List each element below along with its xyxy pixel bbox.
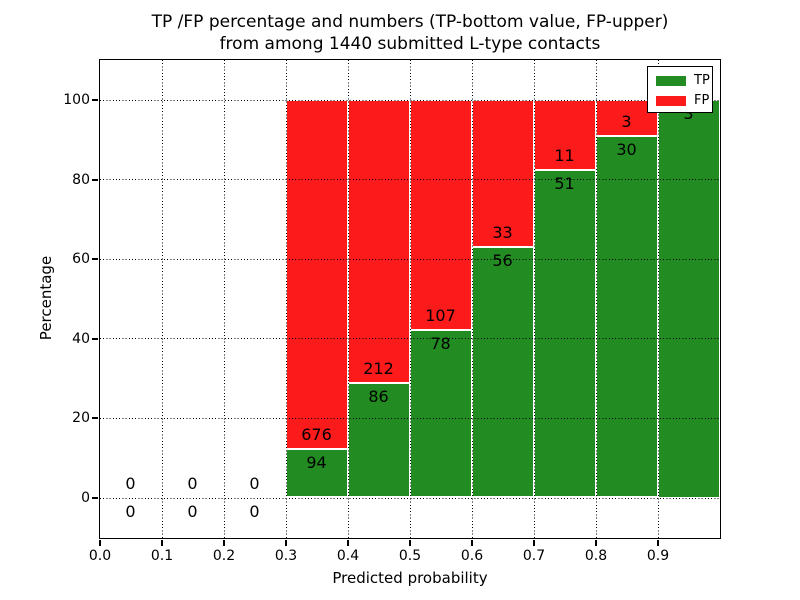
y-tick-label: 80 bbox=[72, 171, 90, 188]
fp-count-label: 107 bbox=[425, 305, 456, 325]
y-axis-tick bbox=[92, 417, 98, 420]
chart-title: TP /FP percentage and numbers (TP-bottom… bbox=[152, 11, 669, 55]
fp-count-label: 0 bbox=[187, 473, 198, 493]
vertical-gridline bbox=[285, 59, 287, 538]
tp-count-label: 0 bbox=[187, 501, 198, 521]
tp-count-label: 30 bbox=[616, 139, 637, 159]
x-tick-label: 0.6 bbox=[460, 548, 484, 564]
vertical-gridline bbox=[595, 59, 597, 538]
x-axis-tick bbox=[471, 540, 473, 546]
x-tick-label: 0.4 bbox=[336, 548, 360, 564]
horizontal-gridline bbox=[99, 338, 720, 340]
y-tick-label: 20 bbox=[72, 410, 90, 427]
fp-count-label: 676 bbox=[301, 424, 332, 444]
horizontal-gridline bbox=[99, 497, 720, 499]
fp-count-label: 212 bbox=[363, 358, 394, 378]
tp-legend-label: TP bbox=[694, 73, 710, 88]
horizontal-gridline bbox=[99, 258, 720, 260]
tp-count-label: 0 bbox=[249, 501, 260, 521]
horizontal-gridline bbox=[99, 99, 720, 101]
fp-count-label: 3 bbox=[621, 111, 632, 131]
x-tick-label: 0.3 bbox=[274, 548, 298, 564]
chart-title-line2: from among 1440 submitted L-type contact… bbox=[219, 34, 601, 54]
fp-bar-segment bbox=[347, 99, 410, 383]
x-axis-label: Predicted probability bbox=[332, 569, 488, 587]
tp-bar-segment bbox=[409, 329, 472, 498]
fp-count-label: 0 bbox=[249, 473, 260, 493]
tp-count-label: 94 bbox=[306, 452, 327, 472]
tp-bar-segment bbox=[595, 135, 658, 498]
legend: TP FP bbox=[647, 66, 713, 113]
fp-count-label: 0 bbox=[125, 473, 136, 493]
tp-count-label: 78 bbox=[430, 333, 451, 353]
horizontal-gridline bbox=[99, 179, 720, 181]
tp-count-label: 3 bbox=[683, 103, 694, 123]
tp-bar-segment bbox=[657, 99, 720, 498]
y-axis-tick bbox=[92, 99, 98, 101]
horizontal-gridline bbox=[99, 417, 720, 419]
x-axis-tick bbox=[161, 540, 163, 546]
fp-count-label: 33 bbox=[492, 223, 513, 243]
x-axis-tick bbox=[595, 540, 597, 546]
x-axis-tick bbox=[533, 540, 535, 546]
tp-bar-segment bbox=[471, 247, 534, 498]
y-axis-label: Percentage bbox=[37, 255, 55, 341]
vertical-gridline bbox=[347, 59, 349, 538]
fp-bar-segment bbox=[409, 99, 472, 330]
vertical-gridline bbox=[657, 59, 659, 538]
vertical-gridline bbox=[223, 59, 225, 538]
x-tick-label: 0.0 bbox=[88, 548, 112, 564]
chart-title-line1: TP /FP percentage and numbers (TP-bottom… bbox=[151, 12, 669, 32]
fp-bar-segment bbox=[533, 99, 596, 171]
y-tick-label: 40 bbox=[72, 330, 90, 347]
legend-entry-fp: FP bbox=[656, 92, 712, 109]
y-tick-label: 100 bbox=[63, 92, 90, 108]
y-axis-tick bbox=[92, 497, 98, 499]
x-tick-label: 0.9 bbox=[646, 548, 670, 564]
legend-entry-tp: TP bbox=[656, 72, 712, 89]
tp-bar-segment bbox=[285, 448, 348, 498]
x-tick-label: 0.5 bbox=[398, 548, 422, 564]
plot-area: 0000006769421286107783356115133003 bbox=[98, 58, 721, 539]
x-axis-tick bbox=[285, 540, 287, 546]
fp-bar-segment bbox=[285, 99, 348, 449]
tp-count-label: 56 bbox=[492, 251, 513, 271]
y-axis-tick bbox=[92, 178, 98, 181]
tp-bar-segment bbox=[347, 382, 410, 498]
vertical-gridline bbox=[533, 59, 535, 538]
y-axis-tick bbox=[92, 258, 98, 261]
x-tick-label: 0.8 bbox=[584, 548, 608, 564]
y-axis-tick bbox=[92, 337, 98, 340]
fp-legend-swatch-icon bbox=[656, 95, 686, 106]
x-axis-tick bbox=[409, 540, 411, 546]
x-axis-tick bbox=[223, 540, 225, 546]
tp-count-label: 51 bbox=[554, 174, 575, 194]
tp-bar-segment bbox=[533, 170, 596, 498]
vertical-gridline bbox=[161, 59, 163, 538]
y-tick-label: 0 bbox=[81, 490, 90, 506]
vertical-gridline bbox=[471, 59, 473, 538]
tp-count-label: 0 bbox=[125, 501, 136, 521]
x-tick-label: 0.2 bbox=[212, 548, 236, 564]
x-tick-label: 0.1 bbox=[150, 548, 174, 564]
y-tick-label: 60 bbox=[72, 251, 90, 268]
fp-count-label: 11 bbox=[554, 146, 575, 166]
x-axis-tick bbox=[99, 540, 101, 546]
vertical-gridline bbox=[409, 59, 411, 538]
tp-count-label: 86 bbox=[368, 386, 389, 406]
x-tick-label: 0.7 bbox=[522, 548, 546, 564]
fp-legend-label: FP bbox=[694, 93, 710, 108]
tp-legend-swatch-icon bbox=[656, 75, 686, 86]
x-axis-tick bbox=[657, 540, 659, 546]
x-axis-tick bbox=[347, 540, 349, 546]
